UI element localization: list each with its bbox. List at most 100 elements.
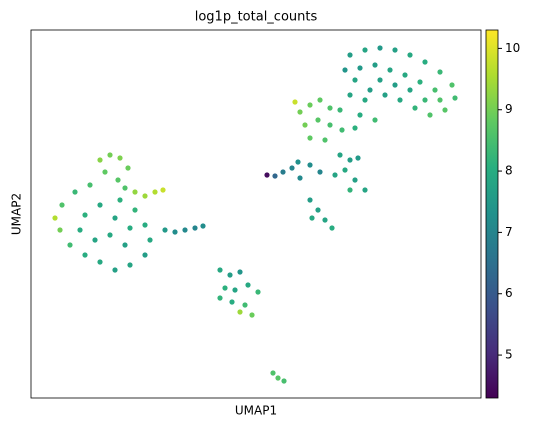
point bbox=[122, 242, 128, 248]
point bbox=[307, 162, 313, 168]
colorbar bbox=[485, 29, 499, 399]
point bbox=[132, 189, 138, 195]
point bbox=[412, 105, 418, 111]
point bbox=[87, 182, 93, 188]
point bbox=[315, 117, 321, 123]
colorbar-tick-label: 7 bbox=[505, 225, 513, 239]
point bbox=[122, 185, 128, 191]
point bbox=[452, 95, 458, 101]
point bbox=[115, 177, 121, 183]
point bbox=[242, 302, 248, 308]
point bbox=[264, 172, 270, 178]
point bbox=[422, 97, 428, 103]
point bbox=[255, 289, 261, 295]
point bbox=[307, 135, 313, 141]
point bbox=[362, 47, 368, 53]
point bbox=[127, 225, 133, 231]
point bbox=[402, 72, 408, 78]
point bbox=[292, 99, 298, 105]
point bbox=[407, 52, 413, 58]
point bbox=[227, 272, 233, 278]
point bbox=[362, 97, 368, 103]
point bbox=[192, 225, 198, 231]
point bbox=[357, 65, 363, 71]
point bbox=[437, 97, 443, 103]
point bbox=[432, 87, 438, 93]
point bbox=[142, 222, 148, 228]
point bbox=[280, 169, 286, 175]
colorbar-tick-label: 8 bbox=[505, 164, 513, 178]
point bbox=[322, 217, 328, 223]
point bbox=[297, 175, 303, 181]
point bbox=[82, 212, 88, 218]
point bbox=[217, 267, 223, 273]
point bbox=[72, 189, 78, 195]
x-axis-label: UMAP1 bbox=[235, 404, 277, 418]
point bbox=[392, 47, 398, 53]
point bbox=[59, 202, 65, 208]
point bbox=[57, 227, 63, 233]
point bbox=[342, 167, 348, 173]
point bbox=[97, 157, 103, 163]
colorbar-tick-label: 5 bbox=[505, 348, 513, 362]
point bbox=[160, 187, 166, 193]
point bbox=[67, 242, 73, 248]
point bbox=[142, 193, 148, 199]
point bbox=[337, 107, 343, 113]
point bbox=[332, 172, 338, 178]
point bbox=[437, 69, 443, 75]
point bbox=[97, 202, 103, 208]
point bbox=[297, 109, 303, 115]
point bbox=[77, 227, 83, 233]
point bbox=[295, 159, 301, 165]
point bbox=[172, 229, 178, 235]
point bbox=[357, 112, 363, 118]
point bbox=[222, 285, 228, 291]
point bbox=[107, 152, 113, 158]
point bbox=[397, 97, 403, 103]
colorbar-tick-label: 9 bbox=[505, 102, 513, 116]
point bbox=[92, 237, 98, 243]
point bbox=[422, 59, 428, 65]
point bbox=[302, 122, 308, 128]
point bbox=[315, 207, 321, 213]
point bbox=[200, 223, 206, 229]
colorbar-tick-label: 6 bbox=[505, 286, 513, 300]
point bbox=[147, 237, 153, 243]
point bbox=[427, 112, 433, 118]
point bbox=[317, 97, 323, 103]
point bbox=[387, 67, 393, 73]
point bbox=[407, 87, 413, 93]
point bbox=[342, 67, 348, 73]
point bbox=[442, 107, 448, 113]
point bbox=[117, 197, 123, 203]
point bbox=[337, 152, 343, 158]
plot-frame bbox=[30, 29, 482, 399]
point bbox=[307, 102, 313, 108]
point bbox=[307, 197, 313, 203]
point bbox=[270, 370, 276, 376]
point bbox=[249, 312, 255, 318]
point bbox=[347, 157, 353, 163]
point bbox=[377, 45, 383, 51]
point bbox=[237, 269, 243, 275]
point bbox=[352, 77, 358, 83]
point bbox=[117, 155, 123, 161]
point bbox=[352, 125, 358, 131]
point bbox=[112, 267, 118, 273]
point bbox=[372, 117, 378, 123]
point bbox=[127, 262, 133, 268]
point bbox=[245, 282, 251, 288]
point bbox=[339, 127, 345, 133]
point bbox=[417, 79, 423, 85]
point bbox=[327, 105, 333, 111]
point bbox=[309, 215, 315, 221]
y-axis-label: UMAP2 bbox=[10, 193, 24, 235]
point bbox=[392, 82, 398, 88]
point bbox=[367, 87, 373, 93]
point bbox=[112, 215, 118, 221]
point bbox=[97, 259, 103, 265]
point bbox=[377, 77, 383, 83]
point bbox=[317, 169, 323, 175]
point bbox=[449, 82, 455, 88]
